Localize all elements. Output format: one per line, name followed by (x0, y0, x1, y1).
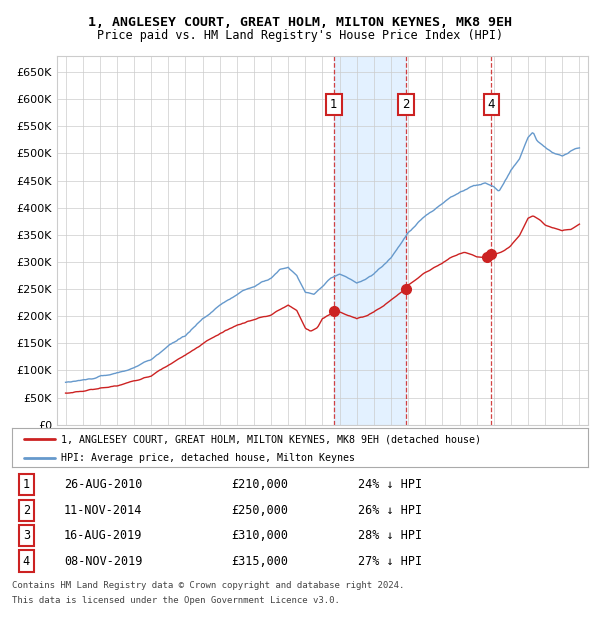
Text: 26% ↓ HPI: 26% ↓ HPI (358, 504, 422, 516)
Text: 27% ↓ HPI: 27% ↓ HPI (358, 555, 422, 567)
Text: 24% ↓ HPI: 24% ↓ HPI (358, 479, 422, 491)
Text: 1, ANGLESEY COURT, GREAT HOLM, MILTON KEYNES, MK8 9EH (detached house): 1, ANGLESEY COURT, GREAT HOLM, MILTON KE… (61, 434, 481, 444)
Text: 3: 3 (23, 529, 30, 542)
Bar (334, 56, 406, 425)
Text: 1: 1 (23, 479, 30, 491)
Text: 11-NOV-2014: 11-NOV-2014 (64, 504, 142, 516)
Text: 2: 2 (402, 98, 409, 111)
Text: Contains HM Land Registry data © Crown copyright and database right 2024.: Contains HM Land Registry data © Crown c… (12, 581, 404, 590)
Text: 26-AUG-2010: 26-AUG-2010 (64, 479, 142, 491)
Text: 2: 2 (23, 504, 30, 516)
Text: 28% ↓ HPI: 28% ↓ HPI (358, 529, 422, 542)
Text: £250,000: £250,000 (231, 504, 288, 516)
Text: 08-NOV-2019: 08-NOV-2019 (64, 555, 142, 567)
Text: 1: 1 (330, 98, 337, 111)
Text: £315,000: £315,000 (231, 555, 288, 567)
Text: £310,000: £310,000 (231, 529, 288, 542)
Text: 4: 4 (488, 98, 495, 111)
Text: 1, ANGLESEY COURT, GREAT HOLM, MILTON KEYNES, MK8 9EH: 1, ANGLESEY COURT, GREAT HOLM, MILTON KE… (88, 16, 512, 29)
Text: Price paid vs. HM Land Registry's House Price Index (HPI): Price paid vs. HM Land Registry's House … (97, 29, 503, 42)
Text: £210,000: £210,000 (231, 479, 288, 491)
Text: 4: 4 (23, 555, 30, 567)
Text: This data is licensed under the Open Government Licence v3.0.: This data is licensed under the Open Gov… (12, 596, 340, 606)
Text: 16-AUG-2019: 16-AUG-2019 (64, 529, 142, 542)
Text: HPI: Average price, detached house, Milton Keynes: HPI: Average price, detached house, Milt… (61, 453, 355, 463)
